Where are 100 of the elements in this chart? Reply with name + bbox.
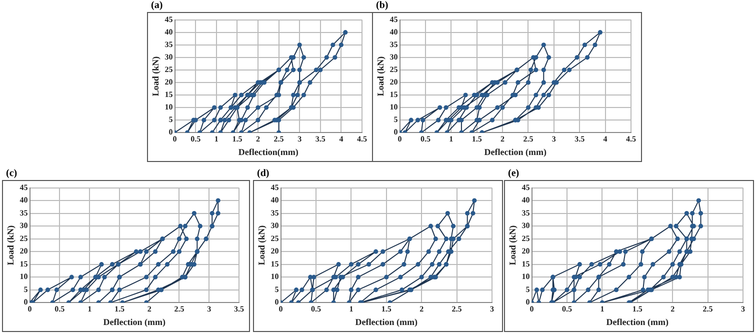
chart-title: (c) <box>5 168 18 180</box>
y-axis-title: Load (kN) <box>256 225 267 266</box>
y-tick-label: 40 <box>20 196 28 205</box>
y-tick-label: 15 <box>270 259 279 268</box>
y-tick-label: 5 <box>24 284 28 294</box>
x-tick-label: 3 <box>552 134 556 144</box>
x-tick-label: 1 <box>600 304 604 314</box>
x-tick-label: 3 <box>298 134 302 144</box>
y-tick-label: 45 <box>522 182 530 192</box>
y-axis-title: Load (kN) <box>508 225 518 266</box>
y-tick-label: 10 <box>270 272 279 282</box>
y-tick-label: 45 <box>164 14 173 24</box>
x-tick-label: 1.5 <box>472 134 482 144</box>
y-tick-label: 5 <box>168 115 173 124</box>
y-tick-label: 30 <box>164 52 173 62</box>
chart-title: (e) <box>507 168 520 180</box>
y-tick-label: 0 <box>168 128 173 137</box>
x-tick-label: 3 <box>741 304 745 314</box>
y-tick-label: 25 <box>390 64 398 74</box>
x-tick-label: 1 <box>449 134 454 144</box>
x-tick-label: 1.5 <box>232 134 242 144</box>
x-tick-label: 2.5 <box>452 304 462 314</box>
x-tick-label: 2.5 <box>523 134 534 144</box>
x-tick-label: 2.5 <box>274 134 284 144</box>
x-tick-label: 4.5 <box>357 134 367 144</box>
y-tick-label: 35 <box>522 208 530 218</box>
y-tick-label: 25 <box>20 234 28 243</box>
x-axis-title: Deflection (mm) <box>103 316 166 327</box>
x-tick-label: 0.5 <box>190 134 201 144</box>
y-tick-label: 40 <box>522 196 530 205</box>
x-axis-title: Deflection (mm) <box>355 316 418 327</box>
x-tick-label: 2 <box>670 304 675 314</box>
y-tick-label: 25 <box>164 64 173 74</box>
y-tick-label: 0 <box>24 298 28 307</box>
y-tick-label: 10 <box>390 102 398 112</box>
y-tick-label: 5 <box>526 284 530 294</box>
y-tick-label: 35 <box>270 208 279 218</box>
x-tick-label: 0.5 <box>54 304 65 314</box>
chart-title: (b) <box>375 0 390 12</box>
x-tick-label: 0.5 <box>311 304 321 314</box>
x-tick-label: 0.5 <box>562 304 572 314</box>
x-tick-label: 3.5 <box>574 134 585 144</box>
y-tick-label: 40 <box>270 196 279 205</box>
y-tick-label: 35 <box>20 208 28 218</box>
y-tick-label: 40 <box>390 27 398 36</box>
y-tick-label: 15 <box>522 259 530 268</box>
x-tick-label: 1 <box>214 134 218 144</box>
y-tick-label: 30 <box>522 221 530 230</box>
x-tick-label: 2 <box>420 304 424 314</box>
y-tick-label: 5 <box>394 115 398 124</box>
chart-title: (d) <box>256 168 270 180</box>
y-tick-label: 20 <box>164 78 173 87</box>
y-tick-label: 45 <box>270 182 279 192</box>
x-tick-label: 4 <box>339 134 344 144</box>
x-tick-label: 2 <box>147 304 152 314</box>
y-tick-label: 10 <box>164 102 173 112</box>
x-tick-label: 4 <box>603 134 608 144</box>
x-tick-label: 3.5 <box>315 134 326 144</box>
y-tick-label: 20 <box>20 246 28 256</box>
x-tick-label: 2 <box>256 134 260 144</box>
x-tick-label: 2 <box>500 134 505 144</box>
x-axis-title: Deflection (mm) <box>484 146 547 157</box>
y-tick-label: 30 <box>270 221 279 230</box>
y-tick-label: 0 <box>394 128 398 137</box>
x-axis-title: Deflection(mm) <box>238 146 298 157</box>
x-axis-title: Deflection (mm) <box>606 316 669 327</box>
y-tick-label: 30 <box>390 52 398 62</box>
y-tick-label: 15 <box>390 90 398 100</box>
y-axis-title: Load (kN) <box>6 225 16 266</box>
y-tick-label: 15 <box>20 259 28 268</box>
x-tick-label: 0.5 <box>420 134 430 144</box>
x-tick-label: 1 <box>88 304 92 314</box>
y-tick-label: 25 <box>522 234 530 243</box>
x-tick-label: 3 <box>207 304 212 314</box>
x-tick-label: 1 <box>349 304 354 314</box>
x-tick-label: 2.5 <box>702 304 713 314</box>
x-tick-label: 3.5 <box>234 304 244 314</box>
y-tick-label: 20 <box>270 246 279 256</box>
chart-title: (a) <box>150 0 164 12</box>
y-tick-label: 20 <box>522 246 530 256</box>
y-tick-label: 45 <box>20 182 28 192</box>
y-tick-label: 40 <box>164 27 173 36</box>
y-tick-label: 10 <box>522 272 530 282</box>
x-tick-label: 1.5 <box>632 304 642 314</box>
y-tick-label: 35 <box>164 40 173 49</box>
x-tick-label: 3 <box>490 304 494 314</box>
y-tick-label: 30 <box>20 221 28 230</box>
y-tick-label: 25 <box>270 234 279 243</box>
y-tick-label: 0 <box>274 298 279 307</box>
y-tick-label: 5 <box>274 284 279 294</box>
x-tick-label: 1.5 <box>114 304 124 314</box>
x-tick-label: 2.5 <box>174 304 184 314</box>
y-axis-title: Load (kN) <box>376 56 386 96</box>
y-tick-label: 20 <box>390 78 398 87</box>
x-tick-label: 4.5 <box>626 134 636 144</box>
y-tick-label: 0 <box>526 298 530 307</box>
y-tick-label: 35 <box>390 40 398 49</box>
y-tick-label: 15 <box>164 90 173 100</box>
y-axis-title: Load (kN) <box>150 56 161 96</box>
y-tick-label: 45 <box>390 14 398 24</box>
